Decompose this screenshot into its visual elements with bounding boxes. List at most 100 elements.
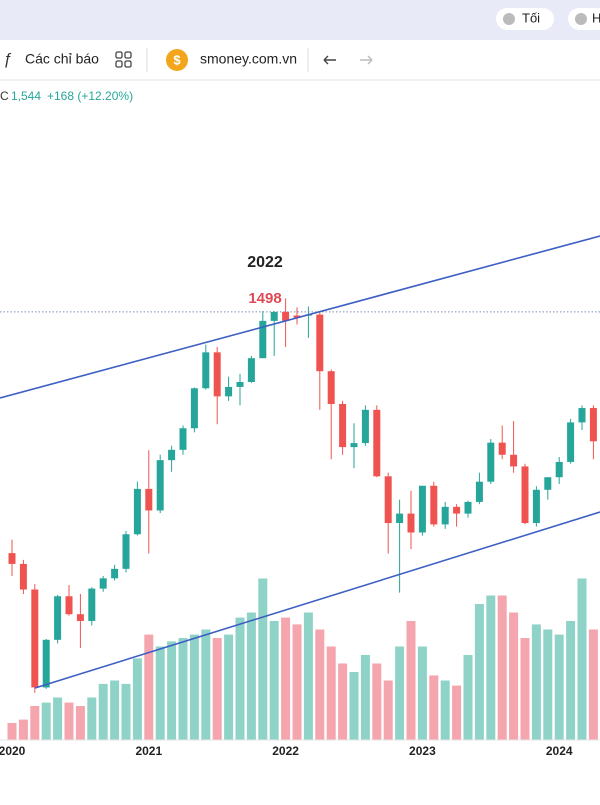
legend-change: +168 (+12.20%) — [47, 89, 133, 103]
candle-body — [555, 461, 563, 478]
volume-bar — [144, 634, 154, 740]
volume-bar — [406, 621, 416, 740]
layout-icon[interactable] — [115, 51, 132, 68]
volume-bar — [235, 617, 245, 740]
candle-body — [42, 639, 50, 688]
candle-body — [76, 614, 84, 621]
volume-bar — [349, 672, 359, 740]
fx-icon[interactable]: ƒ — [3, 51, 12, 68]
volume-bar — [486, 595, 496, 740]
candle-body — [510, 454, 518, 467]
redo[interactable] — [360, 55, 373, 65]
volume-bar — [338, 663, 348, 740]
legend-close: 1,544 — [11, 89, 41, 103]
volume-bar — [395, 646, 405, 740]
candle-body — [8, 553, 16, 564]
x-tick-label: 2020 — [0, 744, 26, 758]
brand-logo-mark: $ — [173, 52, 181, 67]
volume-bar — [509, 612, 519, 740]
candle-body — [567, 422, 575, 462]
volume-bar — [440, 680, 450, 740]
candle-body — [316, 314, 324, 372]
volume-bar — [543, 629, 553, 740]
volume-bar — [383, 680, 393, 740]
volume-bar — [224, 634, 234, 740]
candle-body — [31, 589, 39, 688]
x-tick-label: 2021 — [135, 744, 162, 758]
candle-body — [179, 428, 187, 450]
candle-body — [396, 513, 404, 524]
brand-logo — [166, 49, 188, 71]
toolbar — [0, 40, 600, 80]
volume-bar — [110, 680, 120, 740]
volume-bar — [201, 629, 211, 740]
volume-bar — [121, 683, 131, 740]
volume-bar — [41, 702, 51, 740]
candle-body — [464, 501, 472, 514]
indicators[interactable]: Các chỉ báo — [25, 51, 99, 67]
candle-body — [498, 442, 506, 455]
volume-bar — [178, 638, 188, 740]
volume-bar — [497, 595, 507, 740]
candle-body — [168, 449, 176, 461]
candle-body — [202, 352, 210, 389]
candle-body — [282, 311, 290, 321]
candle-body — [487, 442, 495, 482]
candle-body — [270, 311, 278, 321]
volume-bar — [258, 578, 268, 740]
candle-body — [532, 489, 540, 524]
brand: smoney.com.vn — [200, 51, 297, 67]
plot: 1498 2022 2020 2021 2022 2023 2024 — [0, 254, 600, 758]
volume-bar — [360, 655, 370, 740]
volume-bar — [212, 638, 222, 740]
volume-bar — [531, 624, 541, 740]
volume-bar — [155, 646, 165, 740]
volume-bar — [554, 634, 564, 740]
candle-body — [475, 481, 483, 502]
candle-body — [589, 408, 597, 442]
x-tick-label: 2023 — [409, 744, 436, 758]
candle-body — [544, 477, 552, 490]
candle-body — [327, 371, 335, 404]
legend-symbol: C — [0, 89, 9, 103]
candle-body — [236, 381, 244, 387]
other-icon — [575, 13, 587, 25]
candle-body — [441, 506, 449, 525]
volume-bar — [326, 646, 336, 740]
undo[interactable] — [323, 55, 336, 65]
volume-bar — [87, 697, 97, 740]
volume-bar — [303, 612, 313, 740]
volume-bar — [452, 685, 462, 740]
volume-bar — [98, 683, 108, 740]
volume-bar — [292, 624, 302, 740]
volume-bar — [246, 612, 256, 740]
volume-bar — [577, 578, 587, 740]
volume-bar — [64, 702, 74, 740]
candle-body — [88, 588, 96, 621]
volume-bar — [53, 697, 63, 740]
candle-body — [225, 386, 233, 397]
candle-body — [373, 409, 381, 477]
volume-bar — [189, 634, 199, 740]
other-label: H — [592, 10, 600, 25]
volume-bar — [18, 719, 28, 740]
volume-bar — [7, 723, 17, 740]
candle-body — [145, 488, 153, 511]
candle-body — [54, 596, 62, 640]
volume-bar — [429, 675, 439, 740]
candle-body — [418, 485, 426, 533]
lower-trendline — [34, 511, 600, 689]
volume-bar — [281, 617, 291, 740]
candle-body — [453, 506, 461, 514]
candle-body — [111, 568, 119, 579]
candle-body — [339, 403, 347, 448]
candle-body — [19, 563, 27, 590]
candle-body — [65, 596, 73, 615]
candle-body — [133, 488, 141, 535]
volume-bar — [269, 621, 279, 740]
x-tick-label: 2024 — [546, 744, 573, 758]
annotation: 2022 — [247, 254, 283, 271]
theme-label: Tối — [522, 10, 540, 25]
candle-body — [407, 513, 415, 533]
